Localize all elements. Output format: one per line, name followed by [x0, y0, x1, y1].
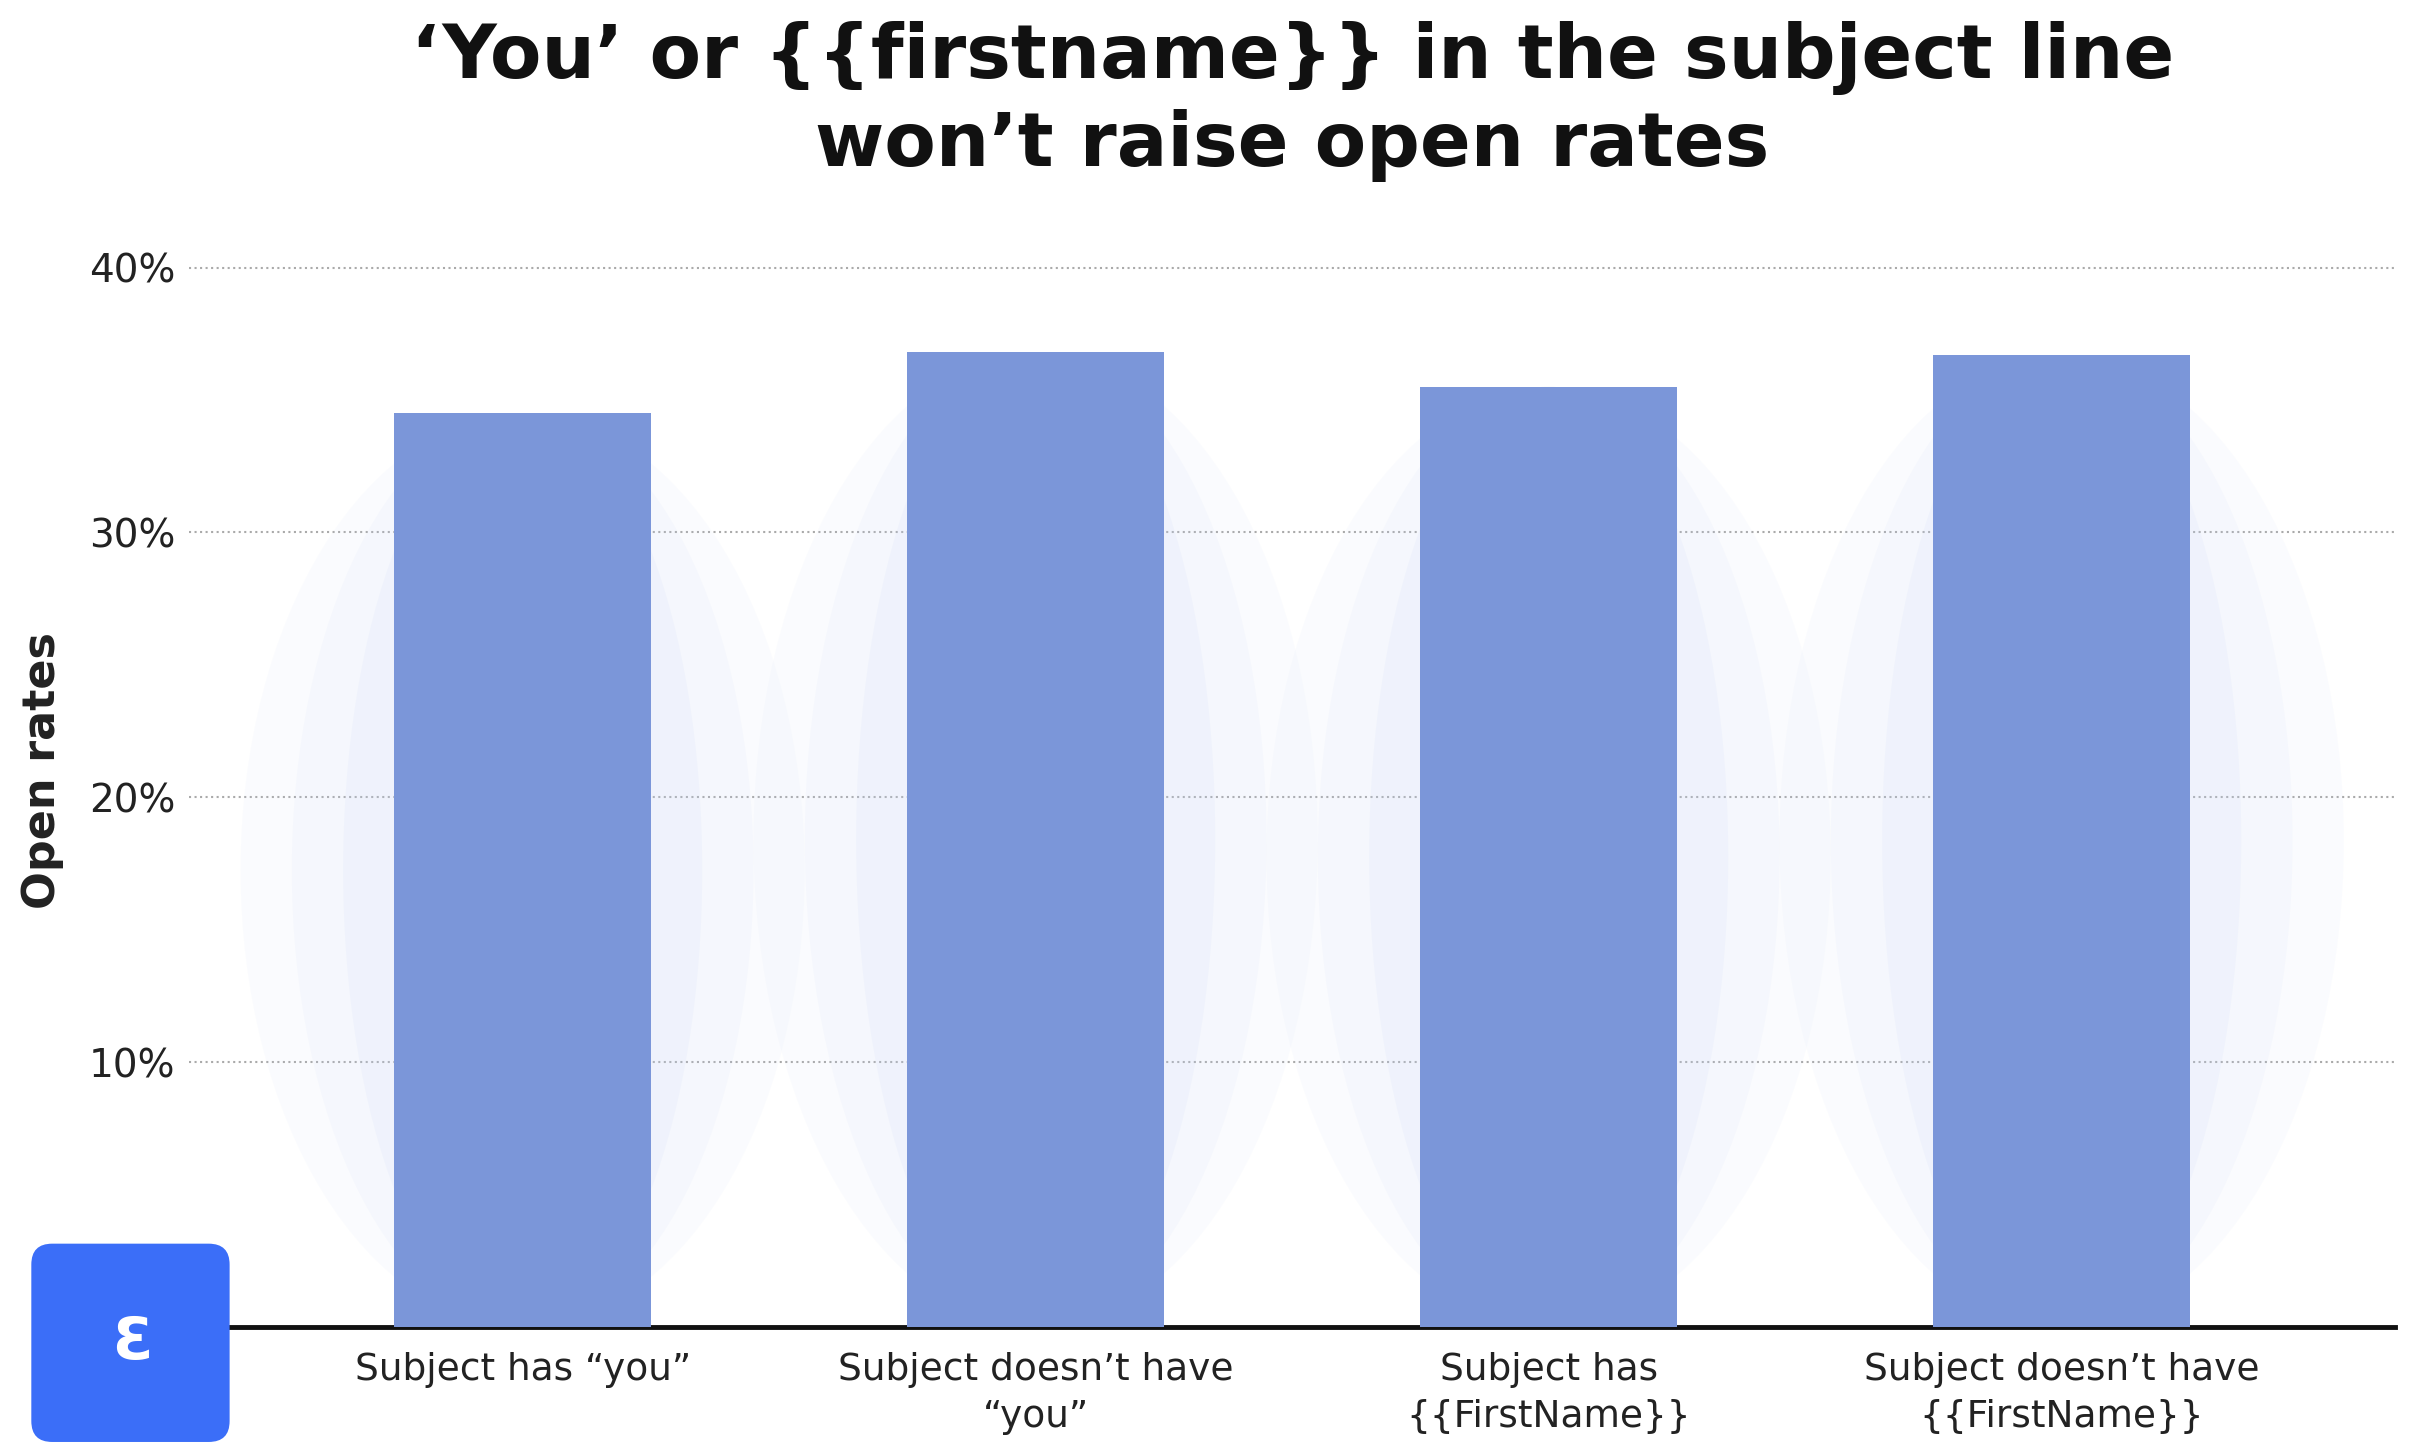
Text: ℇ: ℇ: [114, 1315, 147, 1372]
Ellipse shape: [343, 414, 703, 1326]
Ellipse shape: [1317, 387, 1781, 1326]
Ellipse shape: [1266, 387, 1831, 1326]
Bar: [1421, 387, 1677, 1326]
Ellipse shape: [1882, 355, 2242, 1326]
Bar: [908, 352, 1165, 1326]
FancyBboxPatch shape: [31, 1243, 230, 1441]
Ellipse shape: [242, 414, 805, 1326]
Ellipse shape: [1370, 387, 1727, 1326]
Bar: [1933, 355, 2189, 1326]
Ellipse shape: [1781, 355, 2344, 1326]
Ellipse shape: [805, 352, 1266, 1326]
Ellipse shape: [1831, 355, 2293, 1326]
Ellipse shape: [754, 352, 1317, 1326]
Title: ‘You’ or {{firstname}} in the subject line
won’t raise open rates: ‘You’ or {{firstname}} in the subject li…: [411, 20, 2174, 182]
Y-axis label: Open rates: Open rates: [22, 632, 63, 910]
Ellipse shape: [292, 414, 754, 1326]
Ellipse shape: [855, 352, 1215, 1326]
Bar: [394, 414, 650, 1326]
